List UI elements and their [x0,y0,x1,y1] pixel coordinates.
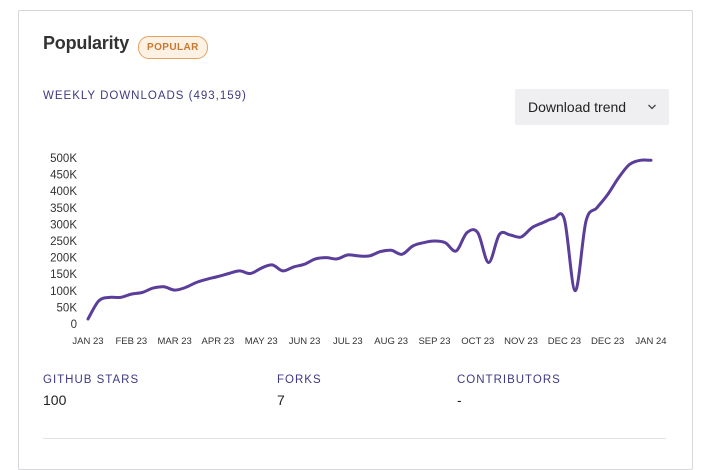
stat-contributors: CONTRIBUTORS - [457,374,561,408]
y-tick-label: 500K [50,153,77,165]
stat-label: GITHUB STARS [43,374,140,386]
weekly-downloads-label: WEEKLY DOWNLOADS (493,159) [43,90,247,102]
x-tick-label: OCT 23 [461,336,494,347]
chevron-down-icon [647,89,657,140]
x-tick-label: SEP 23 [418,336,450,347]
stat-value: - [457,392,462,408]
stat-forks: FORKS 7 [277,374,322,408]
y-tick-label: 50K [57,302,78,314]
y-tick-label: 250K [50,236,77,248]
y-tick-label: 100K [50,286,77,298]
x-tick-label: MAY 23 [245,336,278,347]
dropdown-selected-value: Download trend [528,99,627,115]
x-tick-label: JAN 24 [635,336,666,347]
stat-label: FORKS [277,374,322,386]
download-trend-dropdown[interactable]: Download trend [515,89,669,125]
y-tick-label: 150K [50,269,77,281]
y-tick-label: 450K [50,170,77,182]
stat-value: 7 [277,392,285,408]
x-tick-label: NOV 23 [504,336,538,347]
stat-label: CONTRIBUTORS [457,374,561,386]
stat-github-stars: GITHUB STARS 100 [43,374,139,408]
x-tick-label: AUG 23 [374,336,408,347]
x-tick-label: FEB 23 [115,336,147,347]
x-tick-label: APR 23 [202,336,235,347]
downloads-chart: 0 50K 100K 150K 200K 250K 300K 350K 400K 450K 500K… [50,153,666,347]
y-tick-label: 200K [50,253,77,265]
section-title: Popularity [43,33,130,53]
stat-value: 100 [43,392,67,408]
popular-badge: POPULAR [138,36,208,59]
x-tick-label: DEC 23 [591,336,624,347]
popularity-card: Popularity POPULAR WEEKLY DOWNLOADS (493… [18,10,693,470]
y-tick-label: 0 [71,319,77,331]
y-tick-label: 400K [50,186,77,198]
x-tick-label: MAR 23 [157,336,191,347]
y-tick-label: 300K [50,219,77,231]
x-tick-label: JAN 23 [72,336,103,347]
x-tick-label: JUL 23 [333,336,363,347]
series-line-weekly-downloads [86,158,653,321]
divider [43,438,666,439]
x-tick-label: JUN 23 [289,336,321,347]
y-tick-label: 350K [50,203,77,215]
x-tick-label: DEC 23 [548,336,581,347]
